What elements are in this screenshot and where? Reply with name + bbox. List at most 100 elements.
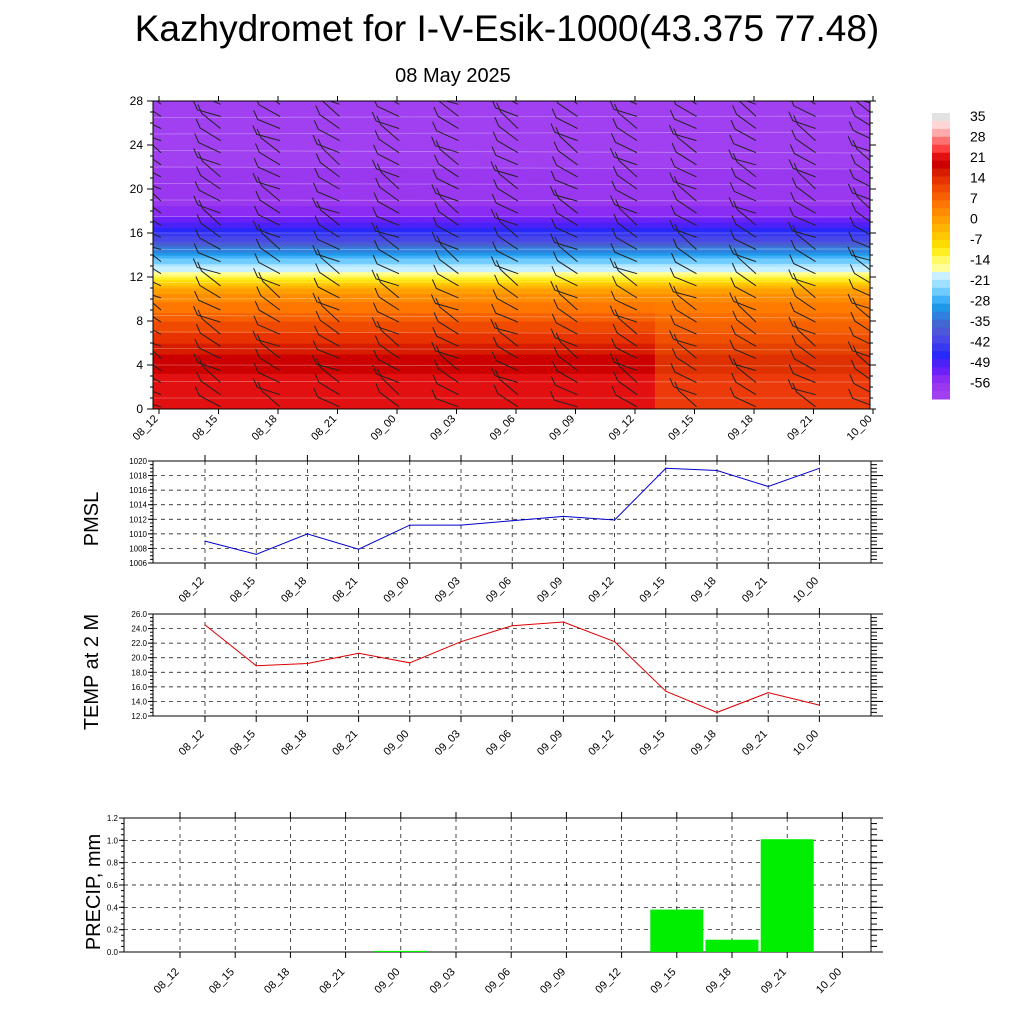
y-tick-label: 16 <box>130 226 144 240</box>
wind-barb <box>375 383 400 408</box>
wind-barb <box>153 350 162 359</box>
x-tick-label: 08_15 <box>228 728 258 758</box>
heatmap-band <box>153 321 870 325</box>
heatmap-band <box>153 299 870 303</box>
wind-barb <box>372 207 400 226</box>
wind-barb <box>371 317 400 335</box>
wind-barb <box>193 353 221 371</box>
wind-barb <box>612 165 638 190</box>
wind-barb <box>611 228 638 250</box>
colorbar-swatch <box>932 367 950 376</box>
y-tick-label: 1.0 <box>107 836 119 845</box>
wind-barb <box>315 310 340 335</box>
wind-barb <box>614 151 638 178</box>
heatmap-band <box>153 183 870 187</box>
y-tick-label: 12.0 <box>131 712 147 721</box>
x-tick-label: 08_15 <box>190 413 220 443</box>
wind-barb <box>371 269 400 287</box>
y-tick-label: 22.0 <box>131 639 147 648</box>
wind-barb <box>729 339 757 359</box>
heatmap-band <box>153 161 870 165</box>
colorbar-swatch <box>932 113 950 122</box>
wind-barb <box>793 320 816 347</box>
colorbar-swatch <box>932 256 950 265</box>
wind-barb <box>197 151 221 178</box>
wind-barb <box>432 121 459 142</box>
heatmap-band <box>153 343 870 347</box>
wind-barb <box>615 199 638 226</box>
heatmap-band <box>153 359 870 363</box>
wind-barb <box>431 389 459 408</box>
y-tick-label: 20.0 <box>131 654 147 663</box>
data-point <box>665 467 667 469</box>
wind-barb <box>312 182 340 202</box>
colorbar-label: 35 <box>970 108 986 124</box>
x-tick-label: 09_09 <box>535 575 565 605</box>
wind-barb <box>673 333 697 359</box>
wind-barb <box>614 356 638 383</box>
precip-bar <box>650 909 704 952</box>
wind-barb <box>433 312 459 335</box>
colorbar-swatch <box>932 200 950 209</box>
x-tick-label: 09_18 <box>704 966 734 996</box>
wind-barb <box>374 335 400 359</box>
wind-barb <box>435 345 459 371</box>
wind-barb <box>436 235 459 262</box>
wind-barb <box>730 325 757 347</box>
wind-barb <box>732 105 757 129</box>
heatmap-band <box>153 274 870 278</box>
heatmap-band <box>153 156 870 160</box>
wind-barb <box>490 366 519 384</box>
wind-barb <box>669 172 697 190</box>
wind-barb <box>673 128 697 154</box>
x-tick-label: 09_21 <box>740 728 770 758</box>
heatmap-band <box>153 312 870 317</box>
wind-barb <box>788 269 816 287</box>
wind-barb <box>491 303 519 323</box>
wind-barb <box>609 257 638 275</box>
wind-barb <box>494 274 519 299</box>
wind-barb <box>745 101 757 105</box>
wind-barb <box>434 359 459 384</box>
wind-barb <box>610 242 638 263</box>
wind-barb <box>492 336 519 359</box>
contour-line <box>153 348 870 351</box>
wind-barb <box>255 238 281 263</box>
wind-barb <box>614 103 638 129</box>
wind-barb <box>732 152 757 178</box>
colorbar-label: -49 <box>970 354 990 370</box>
colorbar-swatch <box>932 383 950 392</box>
wind-barb <box>672 190 697 214</box>
wind-barb <box>153 254 162 262</box>
wind-barb <box>153 268 162 275</box>
contour-line <box>153 296 870 300</box>
wind-barb <box>847 136 870 152</box>
wind-barb <box>153 281 162 287</box>
wind-barb <box>376 273 400 299</box>
heatmap-band <box>153 345 870 350</box>
wind-barb <box>438 101 459 117</box>
data-point <box>409 524 411 526</box>
heatmap-band <box>153 172 870 176</box>
x-tick-label: 09_00 <box>381 575 411 605</box>
wind-barb <box>252 220 281 238</box>
wind-barb <box>252 330 281 347</box>
wind-barb <box>551 218 578 238</box>
wind-barb <box>790 239 816 263</box>
wind-barb <box>613 213 638 238</box>
x-tick-label: 09_03 <box>428 966 458 996</box>
heatmap-band <box>153 367 870 372</box>
wind-barb <box>317 138 340 166</box>
wind-barb <box>195 118 221 142</box>
wind-barb <box>314 373 340 396</box>
wind-barb <box>850 359 870 380</box>
wind-barb <box>793 163 816 190</box>
y-tick-label: 1016 <box>129 486 147 495</box>
wind-barb <box>550 170 578 190</box>
wind-barb <box>492 101 519 117</box>
x-tick-label: 09_03 <box>433 728 463 758</box>
wind-barb <box>153 185 162 190</box>
wind-barb <box>316 358 340 383</box>
heatmap-band <box>153 169 870 174</box>
